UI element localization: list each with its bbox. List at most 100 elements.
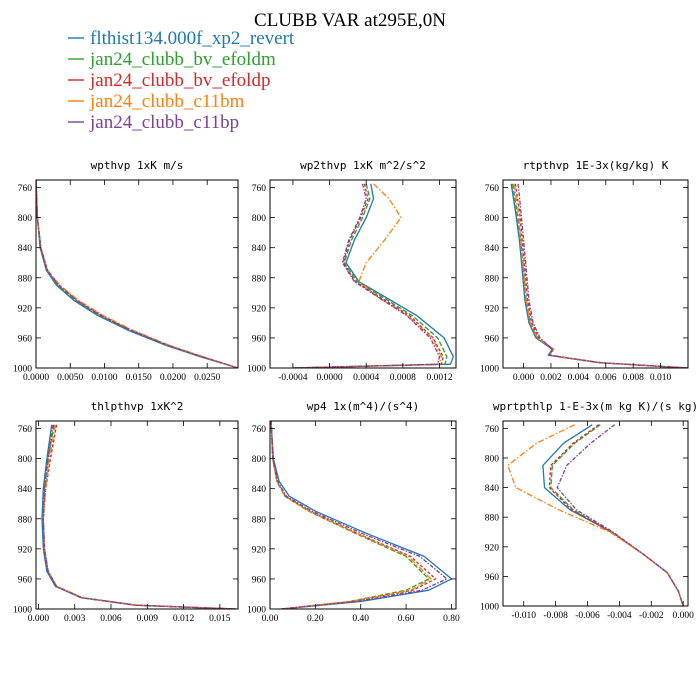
y-tick-label: 760 bbox=[18, 184, 33, 194]
series-line bbox=[42, 424, 236, 609]
series-line bbox=[556, 424, 684, 606]
panel-title: rtpthvp 1E-3x(kg/kg) K bbox=[523, 159, 669, 172]
panels: wpthvp 1xK m/s76080084088092096010000.00… bbox=[13, 159, 698, 624]
series-line bbox=[517, 183, 688, 368]
series-line bbox=[42, 424, 236, 609]
y-tick-label: 920 bbox=[485, 304, 500, 314]
y-tick-label: 760 bbox=[18, 425, 33, 435]
y-tick-label: 1000 bbox=[13, 365, 32, 375]
x-tick-label: -0.010 bbox=[511, 611, 536, 621]
y-tick-label: 800 bbox=[485, 214, 500, 224]
x-tick-label: 0.0000 bbox=[316, 373, 342, 383]
y-tick-label: 880 bbox=[485, 274, 500, 284]
x-tick-label: -0.006 bbox=[575, 611, 600, 621]
legend-entry: jan24_clubb_bv_efoldm bbox=[89, 49, 276, 70]
legend-entry: flthist134.000f_xp2_revert bbox=[90, 28, 295, 49]
y-tick-label: 880 bbox=[18, 515, 33, 525]
plot-frame bbox=[502, 420, 689, 607]
y-tick-label: 960 bbox=[485, 573, 500, 583]
x-tick-label: 0.0250 bbox=[194, 373, 220, 383]
series-line bbox=[270, 421, 430, 609]
y-tick-label: 840 bbox=[18, 244, 33, 254]
x-tick-label: 0.000 bbox=[28, 614, 50, 624]
x-tick-label: 0.010 bbox=[650, 373, 672, 383]
panel-3: rtpthvp 1E-3x(kg/kg) K 760 800 840 880 920 960… bbox=[480, 159, 689, 383]
y-tick-label: 880 bbox=[252, 274, 267, 284]
series-line bbox=[510, 183, 688, 368]
x-tick-label: 0.000 bbox=[513, 373, 535, 383]
x-tick-label: 0.008 bbox=[622, 373, 644, 383]
series-line bbox=[292, 183, 441, 368]
y-tick-label: 920 bbox=[252, 304, 267, 314]
x-tick-label: 0.003 bbox=[64, 614, 86, 624]
y-tick-label: 960 bbox=[18, 334, 33, 344]
x-tick-label: 0.015 bbox=[209, 614, 231, 624]
plot-frame bbox=[35, 420, 239, 610]
series-line bbox=[292, 183, 442, 368]
legend: flthist134.000f_xp2_revertjan24_clubb_bv… bbox=[68, 28, 295, 133]
x-tick-label: 0.012 bbox=[173, 614, 195, 624]
y-tick-label: 840 bbox=[485, 484, 500, 494]
x-tick-label: 0.20 bbox=[307, 614, 324, 624]
x-tick-label: 0.006 bbox=[595, 373, 617, 383]
series-line bbox=[542, 424, 684, 606]
series-line bbox=[36, 180, 238, 368]
series-line bbox=[42, 424, 236, 609]
x-tick-label: 0.0008 bbox=[390, 373, 416, 383]
y-tick-label: 760 bbox=[252, 184, 267, 194]
plot-frame bbox=[269, 420, 457, 610]
y-tick-label: 760 bbox=[485, 184, 500, 194]
x-tick-label: -0.002 bbox=[639, 611, 664, 621]
y-tick-label: 800 bbox=[485, 455, 500, 465]
panel-title: thlpthvp 1xK^2 bbox=[91, 400, 184, 413]
x-tick-label: 0.60 bbox=[398, 614, 415, 624]
legend-entry: jan24_clubb_c11bp bbox=[89, 112, 239, 133]
series-line bbox=[514, 183, 688, 368]
figure-title: CLUBB VAR at295E,0N bbox=[254, 10, 446, 31]
y-tick-label: 920 bbox=[18, 304, 33, 314]
series-line bbox=[41, 424, 236, 609]
x-tick-label: -0.008 bbox=[543, 611, 568, 621]
y-tick-label: 960 bbox=[485, 334, 500, 344]
series-line bbox=[270, 421, 453, 609]
y-tick-label: 760 bbox=[485, 425, 500, 435]
panel-5: wp4 1x(m^4)/(s^4)76080084088092096010000… bbox=[247, 400, 460, 624]
x-tick-label: -0.004 bbox=[607, 611, 632, 621]
panel-6: wprtpthlp 1-E-3x(m kg K)/(s kg) 760 800 840… bbox=[480, 400, 698, 621]
y-tick-label: 840 bbox=[252, 485, 267, 495]
series-line bbox=[292, 183, 448, 368]
panel-2: wp2thvp 1xK m^2/s^2 760 800 840 880 920 960 100… bbox=[247, 159, 457, 383]
series-line bbox=[270, 421, 448, 609]
x-tick-label: 0.0150 bbox=[126, 373, 152, 383]
x-tick-label: 0.009 bbox=[137, 614, 159, 624]
x-tick-label: -0.0004 bbox=[278, 373, 308, 383]
y-tick-label: 800 bbox=[18, 455, 33, 465]
y-tick-label: 760 bbox=[252, 425, 267, 435]
x-tick-label: 0.002 bbox=[540, 373, 562, 383]
series-line bbox=[270, 421, 437, 609]
y-tick-label: 880 bbox=[18, 274, 33, 284]
x-tick-label: 0.0050 bbox=[57, 373, 83, 383]
x-tick-label: 0.006 bbox=[100, 614, 122, 624]
y-tick-label: 840 bbox=[252, 244, 267, 254]
series-line bbox=[507, 424, 684, 606]
y-tick-label: 800 bbox=[18, 214, 33, 224]
y-tick-label: 840 bbox=[485, 244, 500, 254]
y-tick-label: 880 bbox=[252, 515, 267, 525]
y-tick-label: 960 bbox=[252, 575, 267, 585]
x-tick-label: 0.40 bbox=[352, 614, 369, 624]
panel-title: wpthvp 1xK m/s bbox=[91, 159, 184, 172]
series-line bbox=[36, 180, 238, 368]
y-tick-label: 1000 bbox=[247, 606, 266, 616]
x-tick-label: 0.004 bbox=[568, 373, 590, 383]
panel-4: thlpthvp 1xK^276080084088092096010000.00… bbox=[13, 400, 239, 624]
panel-title: wp4 1x(m^4)/(s^4) bbox=[307, 400, 420, 413]
panel-title: wprtpthlp 1-E-3x(m kg K)/(s kg) bbox=[493, 400, 698, 413]
y-tick-label: 920 bbox=[18, 545, 33, 555]
y-tick-label: 960 bbox=[252, 334, 267, 344]
x-tick-label: 0.0100 bbox=[91, 373, 117, 383]
x-tick-label: 0.0000 bbox=[23, 373, 49, 383]
x-tick-label: 0.0004 bbox=[353, 373, 379, 383]
series-line bbox=[36, 180, 238, 368]
y-tick-label: 1000 bbox=[480, 365, 499, 375]
